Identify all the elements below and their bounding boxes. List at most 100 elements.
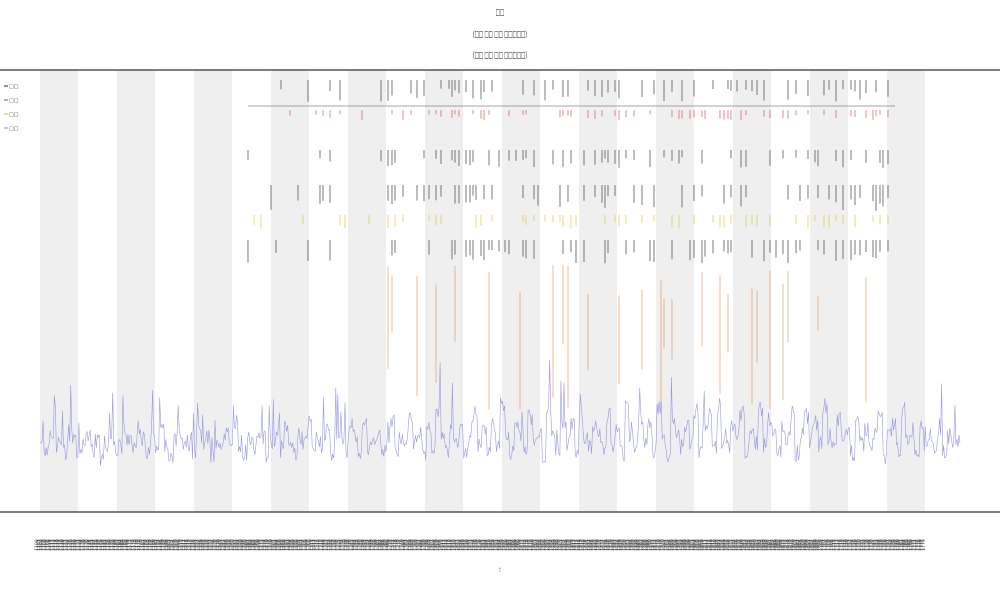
x-tick-label: 1108 [45,539,51,551]
x-tick-label: 1551 [623,539,629,551]
x-tick-label: 1342 [350,539,356,551]
x-tick-label: 1481 [532,539,538,551]
x-tick-label: 1648 [750,539,756,551]
x-tick-label: 1296 [290,539,296,551]
x-tick-label: 1161 [114,539,120,551]
x-tick-label: 1644 [745,539,751,551]
x-tick-label: 1198 [162,539,168,551]
x-tick-label: 1396 [421,539,427,551]
x-tick-label: 1201 [166,539,172,551]
x-tick-label: 1293 [286,539,292,551]
x-tick-label: 1110 [47,539,53,551]
x-tick-label: 1626 [721,539,727,551]
x-tick-label: 1757 [892,539,898,551]
x-tick-label: 1300 [295,539,301,551]
x-tick-label: 1200 [165,539,171,551]
x-tick-label: 1462 [507,539,513,551]
x-tick-label: 1583 [665,539,671,551]
x-tick-label: 1774 [915,539,921,551]
x-tick-label: 1528 [593,539,599,551]
x-tick-label: 1276 [264,539,270,551]
x-tick-label: 1355 [367,539,373,551]
x-tick-label: 1535 [602,539,608,551]
x-tick-label: 1164 [118,539,124,551]
x-tick-label: 1616 [708,539,714,551]
x-tick-label: 1137 [82,539,88,551]
x-tick-label: 1585 [668,539,674,551]
x-tick-label: 1199 [163,539,169,551]
x-tick-label: 1745 [877,539,883,551]
x-tick-label: 1779 [921,539,927,551]
x-tick-label: 1723 [848,539,854,551]
x-tick-label: 1681 [793,539,799,551]
x-tick-label: 1722 [847,539,853,551]
x-tick-label: 1497 [553,539,559,551]
chart-title: □□ [495,8,505,18]
x-tick-label: 1372 [389,539,395,551]
x-tick-label: 1177 [135,539,141,551]
x-tick-label: 1724 [849,539,855,551]
x-tick-label: 1180 [139,539,145,551]
x-tick-label: 1132 [76,539,82,551]
x-tick-label: 1420 [452,539,458,551]
x-tick-label: 1592 [677,539,683,551]
legend-label: □□ [9,126,19,132]
x-tick-label: 1775 [916,539,922,551]
x-tick-label: 1458 [502,539,508,551]
band [194,70,232,512]
x-tick-label: 1507 [566,539,572,551]
x-tick-label: 1327 [331,539,337,551]
x-tick-label: 1381 [401,539,407,551]
x-tick-label: 1662 [768,539,774,551]
x-tick-label: 1658 [763,539,769,551]
x-tick-label: 1277 [265,539,271,551]
x-tick-label: 1729 [856,539,862,551]
x-tick-label: 1612 [703,539,709,551]
x-tick-label: 1258 [240,539,246,551]
x-tick-label: 1690 [805,539,811,551]
x-tick-label: 1731 [858,539,864,551]
x-tick-label: 1112 [50,539,56,551]
x-tick-label: 1178 [136,539,142,551]
x-tick-label: 1560 [635,539,641,551]
x-tick-label: 1216 [186,539,192,551]
x-tick-label: 1347 [357,539,363,551]
x-tick-label: 1736 [865,539,871,551]
x-tick-label: 1167 [122,539,128,551]
x-tick-label: 1706 [826,539,832,551]
x-tick-label: 1227 [200,539,206,551]
x-tick-label: 1154 [105,539,111,551]
x-tick-label: 1274 [261,539,267,551]
x-tick-label: 1460 [504,539,510,551]
x-tick-label: 1635 [733,539,739,551]
x-tick-label: 1122 [63,539,69,551]
x-tick-label: 1166 [120,539,126,551]
x-tick-label: 1501 [558,539,564,551]
x-tick-label: 1548 [619,539,625,551]
x-tick-label: 1186 [146,539,152,551]
x-tick-label: 1264 [248,539,254,551]
x-tick-label: 1241 [218,539,224,551]
x-tick-label: 1336 [342,539,348,551]
x-tick-label: 1145 [93,539,99,551]
x-tick-label: 1209 [176,539,182,551]
x-tick-label: 1358 [371,539,377,551]
x-tick-label: 1466 [512,539,518,551]
x-tick-label: 1696 [813,539,819,551]
x-tick-label: 1603 [691,539,697,551]
x-tick-label: 1252 [233,539,239,551]
x-tick-label: 1436 [473,539,479,551]
x-tick-label: 1363 [378,539,384,551]
x-tick-label: 1307 [304,539,310,551]
x-tick-label: 1769 [908,539,914,551]
x-tick-label: 1734 [862,539,868,551]
x-tick-label: 1701 [819,539,825,551]
x-tick-label: 1511 [571,539,577,551]
x-tick-label: 1371 [388,539,394,551]
x-tick-label: 1362 [376,539,382,551]
x-tick-label: 1594 [679,539,685,551]
x-tick-label: 1571 [649,539,655,551]
x-tick-label: 1532 [598,539,604,551]
x-tick-label: 1664 [771,539,777,551]
x-tick-label: 1306 [303,539,309,551]
